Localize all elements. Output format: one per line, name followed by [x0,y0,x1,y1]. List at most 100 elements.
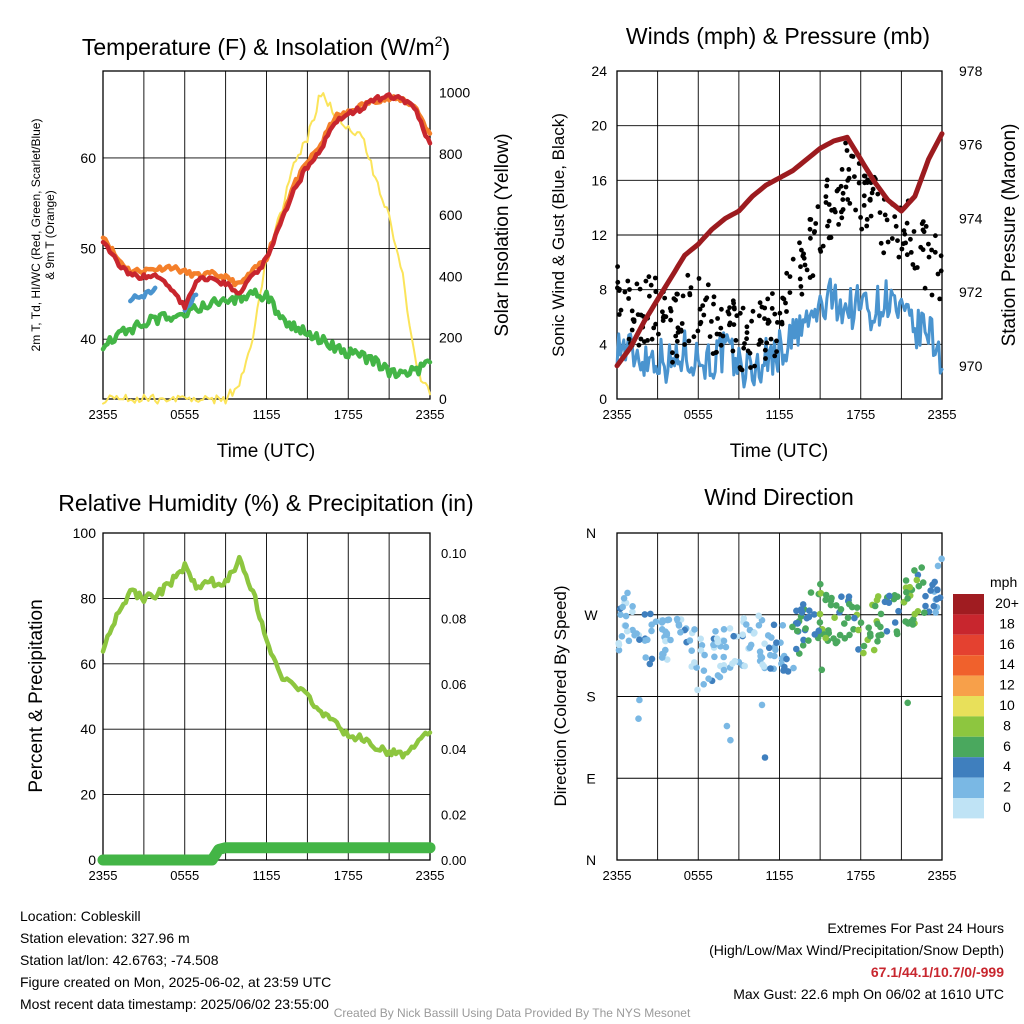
gust-dot [783,300,788,306]
gust-dot [748,365,753,370]
winds-ytick-right: 970 [959,358,983,374]
direction-dot [871,602,879,610]
direction-dot [865,624,872,631]
gust-dot [764,340,770,346]
gust-dot [799,247,804,253]
direction-dot [893,628,901,635]
gust-dot [648,282,654,288]
gust-dot [643,278,649,284]
direction-dot [756,648,764,655]
direction-dot [629,608,636,616]
direction-dot [647,610,654,618]
direction-dot [913,576,921,584]
direction-dot [790,664,797,672]
direction-ylabel-left: Direction (Colored By Speed) [551,585,570,806]
gust-dot [856,180,862,186]
direction-dot [927,587,934,594]
direction-dot [662,628,669,635]
direction-dot [767,665,774,672]
gust-dot [804,267,810,273]
gust-dot [674,338,680,344]
gust-dot [673,297,678,303]
gust-dot [828,235,834,241]
gust-dot [798,284,804,289]
gust-dot [812,229,817,234]
direction-ytick: W [584,607,598,623]
gust-dot [747,350,753,356]
gust-dot [711,301,716,307]
legend-swatch [953,736,984,758]
legend-label: 10 [999,697,1015,713]
gust-dot [701,312,707,318]
temp-ylabel-left-line2: & 9m T (Orange) [43,190,57,280]
gust-dot [652,275,658,281]
direction-dot [770,621,778,629]
gust-dot [877,210,883,216]
direction-dot [816,619,824,626]
gust-dot [852,174,857,180]
gust-dot [861,203,867,208]
winds-xtick: 2355 [928,407,957,422]
gust-dot [679,321,685,326]
direction-dot [800,636,807,644]
direction-dot [743,621,750,628]
direction-dot [761,754,769,761]
gust-dot [853,207,858,213]
direction-dot [886,592,893,600]
direction-dot [622,612,630,620]
legend-swatch [953,614,984,635]
direction-dot [740,615,748,622]
gust-dot [626,336,632,342]
temp-series-line [100,92,433,311]
humidity-ytick-right: 0.10 [441,546,466,561]
gust-dot [646,274,652,280]
direction-dot [930,602,938,610]
direction-dot [902,577,910,584]
gust-dot [756,313,762,319]
gust-dot [720,333,726,339]
gust-dot [881,250,887,256]
direction-dot [915,582,923,590]
direction-dot [711,653,718,661]
temp-xtick: 1155 [253,407,281,422]
winds-panel: Winds (mph) & Pressure (mb) 0 4 8 12 16 20 24 9… [549,23,1020,462]
direction-dot [855,646,862,653]
gust-dot [892,214,898,220]
direction-dot [712,628,719,635]
direction-dot [904,595,911,602]
direction-dot [730,632,737,640]
winds-ytick-right: 976 [959,137,983,153]
gust-dot [636,342,642,348]
gust-dot [787,290,793,295]
gust-dot [933,233,938,239]
winds-ytick-left: 4 [599,336,607,352]
direction-dot [799,601,807,608]
gust-dot [790,256,796,262]
gust-dot [929,292,935,298]
temp-plot-frame [102,70,431,400]
gust-dot [686,338,692,344]
gust-dot [703,297,708,303]
direction-dot [618,633,626,640]
direction-dot [698,642,706,649]
gust-dot [726,311,732,317]
direction-dot [844,614,852,622]
gust-dot [864,217,870,222]
gust-dot [642,339,647,344]
winds-ytick-left: 24 [591,63,607,79]
direction-dot [818,666,826,674]
direction-dot [866,630,874,637]
gust-dot [836,186,841,192]
gust-dot [731,322,737,327]
gust-dot [691,334,697,340]
humidity-xtick: 0555 [170,868,199,883]
legend-label: 20+ [995,595,1019,611]
direction-dot [615,646,623,654]
humidity-ytick-right: 0.02 [441,808,466,823]
temp-ytick-left: 50 [80,241,96,257]
gust-dot [861,193,867,199]
gust-dot [738,366,743,372]
direction-dot [902,618,909,625]
gust-dot [870,186,876,192]
direction-dot [881,598,889,606]
